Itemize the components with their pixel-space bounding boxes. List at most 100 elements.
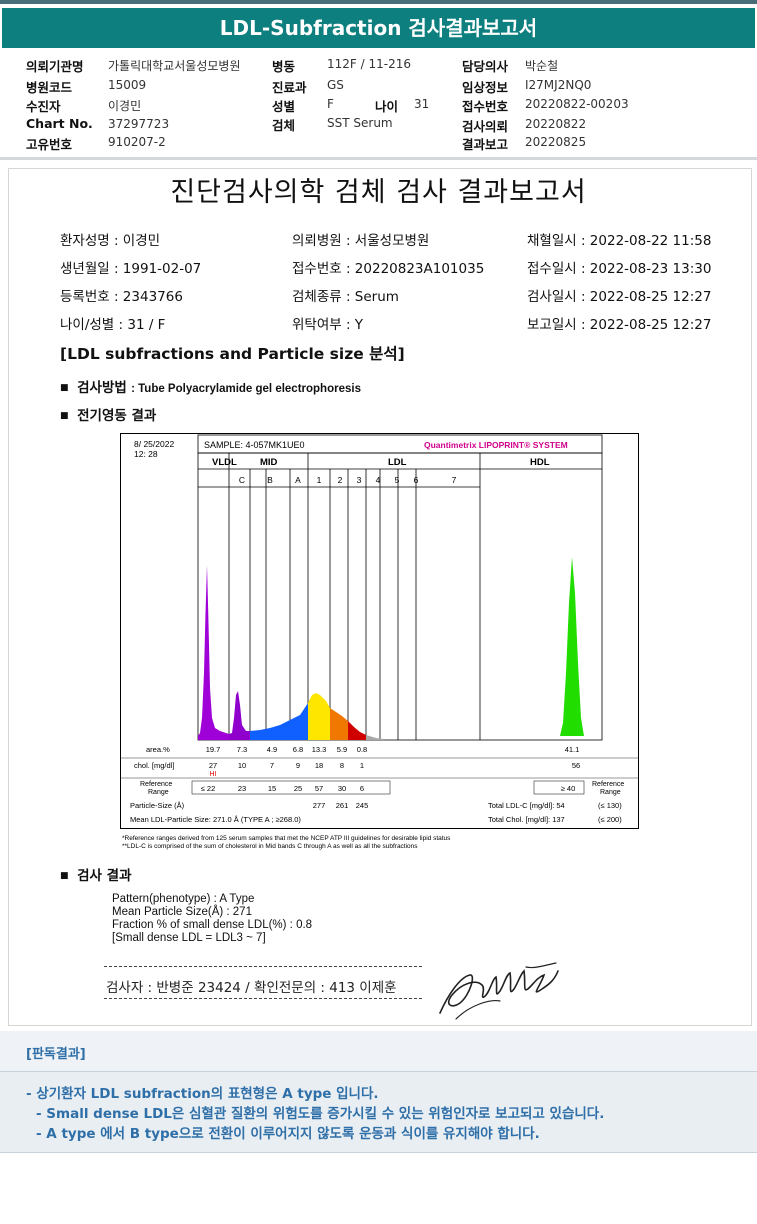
area-ldl2: 5.9 <box>337 745 347 754</box>
ward-label: 병동 <box>272 59 296 74</box>
sex-value: F <box>327 97 334 111</box>
collection-datetime: 채혈일시 : 2022-08-22 11:58 <box>527 233 712 249</box>
result-line: ■ 검사 결과 <box>60 868 132 884</box>
chol-vldl: 27 <box>209 761 217 770</box>
request-date-value: 20220822 <box>525 117 587 131</box>
hospital-value: 가톨릭대학교서울성모병원 <box>108 59 241 73</box>
particle-label: Particle-Size (Å) <box>130 801 185 810</box>
band-7: 7 <box>452 475 457 485</box>
total-chol: Total Chol. [mg/dl]: 137 <box>488 815 565 824</box>
ward-value: 112F / 11-216 <box>327 57 411 71</box>
group-ldl: LDL <box>388 457 407 468</box>
report-date-value: 20220825 <box>525 135 587 149</box>
patient-value: 이경민 <box>108 99 142 113</box>
ref-label-line1: Reference <box>140 781 172 788</box>
top-border <box>0 0 757 4</box>
area-c: 7.3 <box>237 745 247 754</box>
ref-ldl3: 6 <box>360 784 364 793</box>
area-label: area.% <box>146 745 170 754</box>
birth-date: 생년월일 : 1991-02-07 <box>60 261 202 277</box>
method-line: ■ 검사방법 : Tube Polyacrylamide gel electro… <box>60 380 361 396</box>
receipt-number: 접수번호 : 20220823A101035 <box>292 261 485 277</box>
judgement-title: [판독결과] <box>26 1047 86 1062</box>
age-value: 31 <box>414 97 430 111</box>
mid-c-peak <box>229 691 250 740</box>
unique-no-label: 고유번호 <box>26 137 73 152</box>
method-value: : Tube Polyacrylamide gel electrophoresi… <box>131 383 361 395</box>
vldl-peak <box>198 565 229 740</box>
result-label: 검사 결과 <box>77 868 132 884</box>
department-value: GS <box>327 78 344 92</box>
high-flag: HI <box>210 771 217 778</box>
mid-band-area <box>250 703 308 740</box>
ref-right-line1: Reference <box>592 781 624 788</box>
chol-ldl1: 18 <box>315 761 323 770</box>
band-dividers <box>228 453 481 740</box>
judgement-line-3: - A type 에서 B type으로 전환이 이루어지지 않도록 운동과 식… <box>36 1126 540 1142</box>
ref-vldl: ≤ 22 <box>201 784 216 793</box>
ref-a: 25 <box>294 784 302 793</box>
band-5: 5 <box>395 475 400 485</box>
specimen-value: SST Serum <box>327 116 393 130</box>
test-datetime: 검사일시 : 2022-08-25 12:27 <box>527 289 712 305</box>
chart-system: Quantimetrix LIPOPRINT® SYSTEM <box>424 440 568 450</box>
clinical-info-label: 임상정보 <box>462 80 509 95</box>
doctor-signature <box>439 962 559 1020</box>
judgement-header <box>0 1031 757 1072</box>
specimen-label: 검체 <box>272 118 296 133</box>
ref-ldl2: 30 <box>338 784 346 793</box>
electrophoresis-peaks <box>198 557 584 740</box>
hospital-code-value: 15009 <box>108 78 147 92</box>
specimen-type: 검체종류 : Serum <box>292 289 399 305</box>
band-b: B <box>267 475 273 485</box>
band-a: A <box>295 475 301 485</box>
receipt-no-value: 20220822-00203 <box>525 97 629 111</box>
request-date-label: 검사의뢰 <box>462 119 509 134</box>
chart-date: 8/ 25/2022 <box>134 439 174 449</box>
chol-b: 7 <box>270 761 274 770</box>
data-table: area.% 19.7 7.3 4.9 6.8 13.3 5.9 0.8 41.… <box>120 745 638 824</box>
patient-label: 수진자 <box>26 99 61 114</box>
chol-hdl: 56 <box>572 761 580 770</box>
area-hdl: 41.1 <box>565 745 580 754</box>
receipt-no-label: 접수번호 <box>462 99 509 114</box>
doctor-label: 담당의사 <box>462 59 509 74</box>
footnote-2: **LDL-C is comprised of the sum of chole… <box>122 843 418 850</box>
particle-ldl2: 261 <box>336 801 349 810</box>
patient-name: 환자성명 : 이경민 <box>60 233 161 249</box>
report-date-label: 결과보고 <box>462 137 509 152</box>
ref-ldl1: 57 <box>315 784 323 793</box>
ldl3-area <box>348 721 366 740</box>
requesting-hospital: 의뢰병원 : 서울성모병원 <box>292 233 430 249</box>
area-a: 6.8 <box>293 745 303 754</box>
total-ldl-ref: (≤ 130) <box>598 801 622 810</box>
result-details: Pattern(phenotype) : A Type Mean Particl… <box>112 893 312 945</box>
ref-b: 15 <box>268 784 276 793</box>
area-vldl: 19.7 <box>206 745 221 754</box>
band-3: 3 <box>357 475 362 485</box>
total-ldl: Total LDL-C [mg/dl]: 54 <box>488 801 565 810</box>
area-b: 4.9 <box>267 745 277 754</box>
sex-label: 성별 <box>272 99 296 114</box>
chol-ldl3: 1 <box>360 761 364 770</box>
ldl-tail-area <box>366 735 384 740</box>
mean-particle-size: Mean LDL-Particle Size: 271.0 Å (TYPE A … <box>130 815 301 824</box>
unique-no-value: 910207-2 <box>108 135 166 149</box>
age-sex: 나이/성별 : 31 / F <box>60 317 166 333</box>
department-label: 진료과 <box>272 80 307 95</box>
band-6: 6 <box>414 475 419 485</box>
method-label: 검사방법 <box>77 380 127 396</box>
chol-label: chol. [mg/dl] <box>134 761 174 770</box>
chart-no-label: Chart No. <box>26 116 93 131</box>
footnote-1: *Reference ranges derived from 125 serum… <box>122 835 451 842</box>
result-pattern: Pattern(phenotype) : A Type <box>112 893 255 905</box>
hospital-code-label: 병원코드 <box>26 80 73 95</box>
chart-sample: SAMPLE: 4-057MK1UE0 <box>204 440 305 450</box>
particle-ldl3: 245 <box>356 801 369 810</box>
area-ldl3: 0.8 <box>357 745 367 754</box>
band-2: 2 <box>338 475 343 485</box>
result-mean-size: Mean Particle Size(Å) : 271 <box>112 906 252 918</box>
total-chol-ref: (≤ 200) <box>598 815 622 824</box>
judgement-line-2: - Small dense LDL은 심혈관 질환의 위험도를 증가시킬 수 있… <box>36 1106 605 1122</box>
registration-number: 등록번호 : 2343766 <box>60 289 183 305</box>
